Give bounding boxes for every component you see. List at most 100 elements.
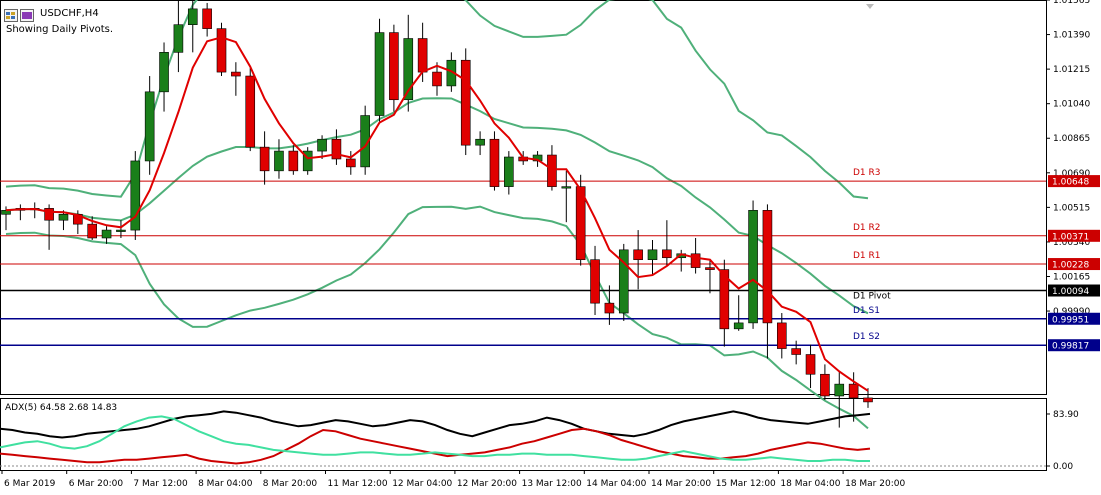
pivot-label: D1 Pivot [853, 292, 891, 302]
current-price-label: 1.00094 [1052, 287, 1089, 297]
candle-body [820, 373, 830, 397]
candle-body [417, 38, 428, 73]
candle-body [173, 24, 184, 53]
time-tick-label: 12 Mar 04:00 [392, 479, 452, 489]
price-tick-label: 1.01040 [1053, 100, 1090, 110]
pivot-label: D1 R3 [853, 168, 881, 178]
candle-body [748, 210, 758, 324]
pivot-label: D1 S2 [853, 332, 880, 342]
pivot-price-tag-label: 1.00228 [1052, 261, 1089, 271]
candle-body [662, 249, 672, 259]
candle-body [389, 32, 399, 101]
pivot-price-tag-label: 1.00648 [1052, 178, 1089, 188]
candle-body [647, 249, 658, 261]
candle-body [805, 354, 816, 375]
chart-shift-marker [866, 4, 874, 9]
price-tick-label: 1.00340 [1053, 238, 1090, 248]
time-tick-label: 6 Mar 20:00 [69, 479, 124, 489]
candle-body [44, 208, 54, 221]
candle-body [130, 160, 141, 231]
candle-body [733, 322, 744, 330]
candle-body [719, 269, 730, 330]
candle-body [633, 249, 643, 261]
candle-body [331, 138, 342, 160]
candle-body [705, 267, 715, 270]
time-tick-label: 7 Mar 12:00 [133, 479, 188, 489]
time-tick-label: 6 Mar 2019 [4, 479, 56, 489]
candle-body [245, 75, 256, 148]
price-tick-label: 1.00690 [1053, 169, 1090, 179]
candle-body [791, 348, 801, 355]
time-tick-label: 15 Mar 12:00 [716, 479, 776, 489]
pivot-label: D1 R2 [853, 223, 881, 233]
candle-body [848, 383, 859, 399]
time-tick-label: 14 Mar 20:00 [651, 479, 711, 489]
candle-body [101, 229, 112, 239]
price-tick-label: 1.01390 [1053, 31, 1090, 41]
time-tick-label: 18 Mar 20:00 [845, 479, 905, 489]
candle-body [231, 71, 241, 77]
pivot-price-tag-label: 1.00371 [1052, 232, 1089, 242]
candle-body [317, 138, 327, 152]
candle-body [863, 397, 873, 403]
candle-body [345, 158, 356, 168]
adx-tick-label: 83.90 [1053, 410, 1079, 420]
current-price-tag [1048, 284, 1100, 297]
pivot-price-tag-label: 0.99817 [1052, 342, 1089, 352]
pivots-subtitle: Showing Daily Pivots. [6, 24, 114, 35]
pivot-price-tag [1048, 312, 1100, 325]
candle-body [216, 28, 227, 73]
candle-body [144, 91, 155, 162]
candle-body [360, 115, 370, 168]
time-tick-label: 8 Mar 04:00 [198, 479, 253, 489]
candle-body [274, 150, 284, 172]
pivot-price-tag [1048, 339, 1100, 352]
candle-body [575, 186, 586, 261]
time-tick-label: 11 Mar 12:00 [328, 479, 388, 489]
candle-body [460, 59, 471, 146]
candle-body [374, 32, 385, 116]
price-tick-label: 1.00515 [1053, 203, 1090, 213]
candle-body [604, 302, 615, 314]
candle-body [475, 138, 485, 146]
candle-body [547, 154, 557, 187]
candle-body [202, 8, 212, 29]
pivot-label: D1 R1 [853, 251, 881, 261]
pivot-price-tag [1048, 229, 1100, 242]
candle-body [259, 146, 270, 172]
pivot-price-tag-label: 0.99951 [1052, 315, 1089, 325]
price-tick-label: 1.00865 [1053, 134, 1090, 144]
pivot-label: D1 S1 [853, 306, 880, 316]
time-tick-label: 14 Mar 04:00 [586, 479, 646, 489]
price-tick-label: 1.01215 [1053, 65, 1090, 75]
candle-body [776, 322, 787, 349]
moving-average-line [5, 36, 869, 392]
time-tick-label: 18 Mar 04:00 [780, 479, 840, 489]
bollinger-middle-line [5, 97, 869, 315]
bollinger-lower-line [5, 205, 869, 430]
candle-body [116, 229, 126, 232]
candle-body [87, 223, 97, 239]
candle-body [403, 38, 414, 101]
candle-body [590, 259, 600, 304]
price-tick-label: 1.00165 [1053, 272, 1090, 282]
symbol-title: USDCHF,H4 [40, 8, 99, 19]
adx-title: ADX(5) 64.58 2.68 14.83 [5, 403, 117, 413]
candle-body [288, 150, 299, 172]
adx-minus-di-line [0, 427, 871, 465]
time-tick-label: 8 Mar 20:00 [263, 479, 318, 489]
candle-body [561, 186, 572, 189]
candle-body [159, 52, 169, 93]
candle-body [1, 210, 11, 215]
time-tick-label: 13 Mar 12:00 [522, 479, 582, 489]
price-tick-label: 0.99990 [1053, 307, 1090, 317]
adx-main-line [0, 410, 871, 439]
candle-body [690, 253, 701, 268]
candle-body [432, 71, 442, 87]
time-tick-label: 12 Mar 20:00 [457, 479, 517, 489]
candle-body [489, 138, 500, 187]
candle-body [762, 210, 773, 324]
chart-window-icon [4, 7, 36, 22]
pivot-price-tag [1048, 175, 1100, 188]
